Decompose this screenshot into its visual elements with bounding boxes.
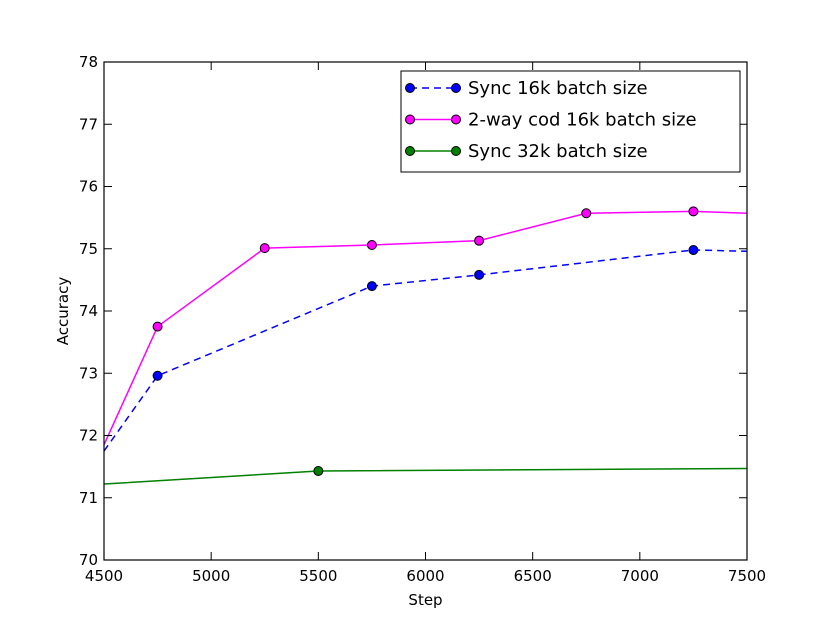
series-line-0 [103,249,748,452]
legend: Sync 16k batch size 2-way cod 16k batch s… [400,70,741,173]
x-axis-label: Step [408,591,442,609]
series-line-1 [103,210,748,446]
series-1-point [688,206,699,217]
legend-marker [451,146,461,156]
y-tick-label: 71 [79,489,98,507]
legend-label-1: 2-way cod 16k batch size [468,110,697,131]
series-1-point [152,321,163,332]
x-tick-label: 5000 [192,567,230,585]
y-tick-label: 78 [79,53,98,71]
legend-label-2: Sync 32k batch size [468,141,648,162]
x-tick-label: 7500 [728,567,766,585]
legend-marker [405,146,415,156]
y-axis: 70 71 72 73 74 75 76 77 78 [79,53,747,569]
x-tick-label: 5500 [299,567,337,585]
x-axis: 4500 5000 5500 6000 6500 7000 7500 [85,62,766,585]
y-tick-label: 72 [79,427,98,445]
y-axis-label: Accuracy [54,277,72,346]
y-tick-label: 73 [79,364,98,382]
legend-marker [405,114,415,125]
legend-label-0: Sync 16k batch size [468,78,648,99]
y-tick-label: 76 [79,178,98,196]
legend-marker [451,114,461,125]
series-2-point [313,465,324,476]
y-tick-label: 77 [79,115,98,133]
x-tick-label: 7000 [621,567,659,585]
series-0-point [688,244,699,255]
legend-marker [405,83,415,93]
x-tick-label: 4500 [85,567,123,585]
series-markers [152,206,699,476]
series-0-point [366,281,377,292]
series-0-point [152,370,163,381]
series-0-point [474,269,485,280]
y-tick-label: 70 [79,551,98,569]
legend-marker [451,83,461,93]
y-tick-label: 75 [79,240,98,258]
series-1-point [259,243,270,254]
series-1-point [581,208,592,219]
y-tick-label: 74 [79,302,98,320]
series-1-point [366,240,377,251]
x-tick-label: 6500 [514,567,552,585]
x-tick-label: 6000 [406,567,444,585]
series-1-point [474,235,485,246]
